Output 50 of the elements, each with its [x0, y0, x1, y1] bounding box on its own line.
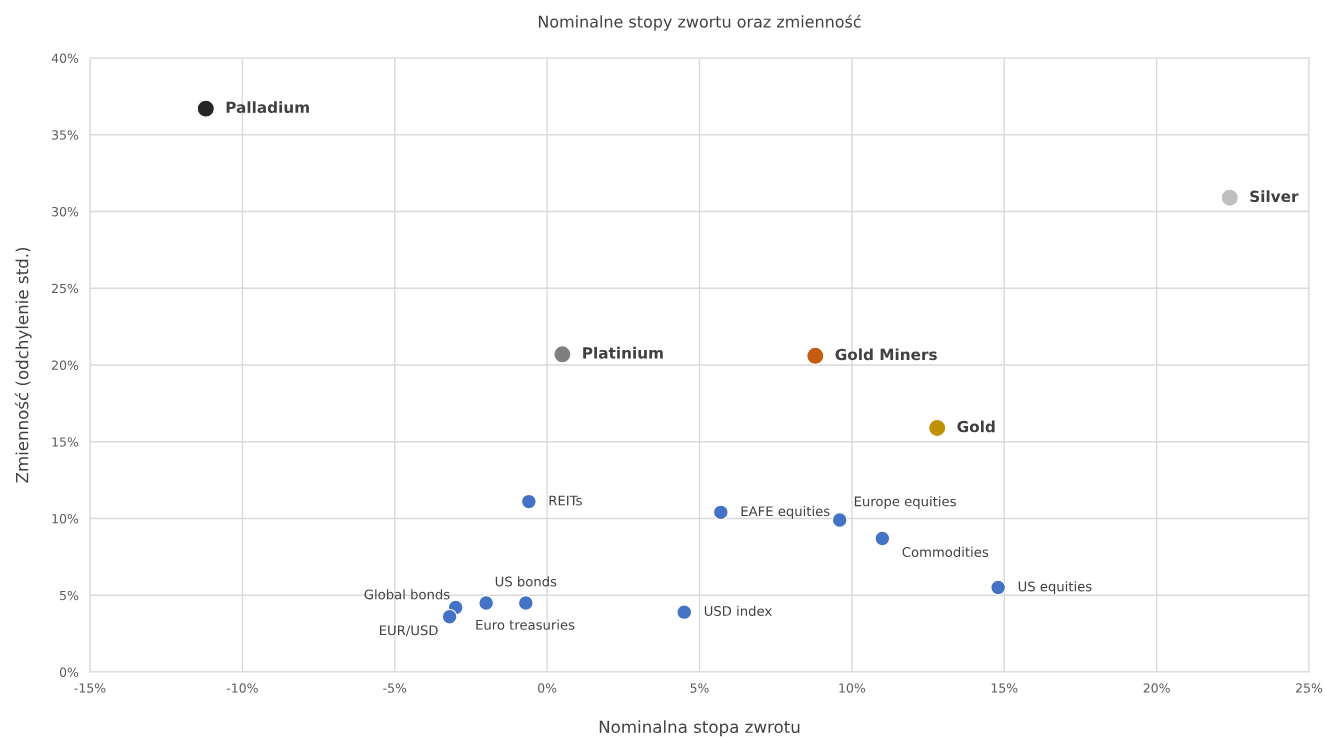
- point: [928, 418, 947, 437]
- y-tick-label: 20%: [52, 360, 79, 370]
- annotation: US equities: [1018, 581, 1092, 594]
- x-tick-label: 20%: [1143, 683, 1170, 693]
- x-tick-label: 25%: [1296, 683, 1323, 693]
- annotation: Gold: [957, 420, 995, 433]
- point: [874, 530, 891, 547]
- x-axis-title: Nominalna stopa zwrotu: [599, 720, 800, 737]
- annotation: Platinium: [583, 346, 663, 359]
- annotation: USD index: [704, 605, 772, 616]
- annotation: Gold Miners: [835, 348, 937, 361]
- y-tick-label: 0%: [59, 667, 79, 677]
- annotation: Europe equities: [854, 496, 956, 509]
- point: [517, 595, 534, 611]
- point: [806, 346, 825, 365]
- x-tick-label: -15%: [74, 683, 106, 693]
- x-tick-label: -5%: [383, 683, 407, 693]
- point: [1220, 188, 1239, 207]
- x-tick-label: 10%: [839, 683, 866, 693]
- point: [196, 99, 215, 118]
- point: [990, 579, 1006, 596]
- annotation: Commodities: [902, 546, 989, 557]
- x-tick-label: -10%: [226, 683, 258, 693]
- y-tick-label: 10%: [52, 513, 79, 524]
- y-tick-label: 40%: [51, 53, 79, 63]
- annotation: EAFE equities: [741, 505, 830, 519]
- y-tick-label: 35%: [52, 130, 79, 140]
- annotation: Palladium: [226, 101, 309, 114]
- point: [676, 604, 693, 620]
- point: [553, 345, 572, 364]
- annotation: US bonds: [495, 576, 557, 587]
- point: [712, 504, 729, 521]
- x-tick-label: 15%: [991, 683, 1018, 693]
- annotation: REITs: [549, 495, 582, 506]
- y-tick-label: 25%: [52, 283, 79, 294]
- point: [831, 512, 848, 528]
- x-tick-label: 5%: [690, 683, 709, 693]
- point: [478, 595, 495, 611]
- annotation: Euro treasuries: [476, 619, 575, 630]
- annotation: Global bonds: [364, 589, 450, 600]
- y-tick-label: 30%: [52, 206, 79, 217]
- annotation: EUR/USD: [379, 625, 438, 637]
- y-tick-label: 15%: [52, 437, 79, 447]
- x-tick-label: 0%: [538, 683, 557, 693]
- y-tick-label: 5%: [60, 590, 79, 601]
- point: [441, 608, 458, 625]
- point: [521, 493, 537, 510]
- annotation: Silver: [1250, 190, 1299, 203]
- y-axis-title: Zmienność (odchylenie std.): [14, 247, 32, 483]
- chart-title: Nominalne stopy zwortu oraz zmienność: [538, 14, 861, 31]
